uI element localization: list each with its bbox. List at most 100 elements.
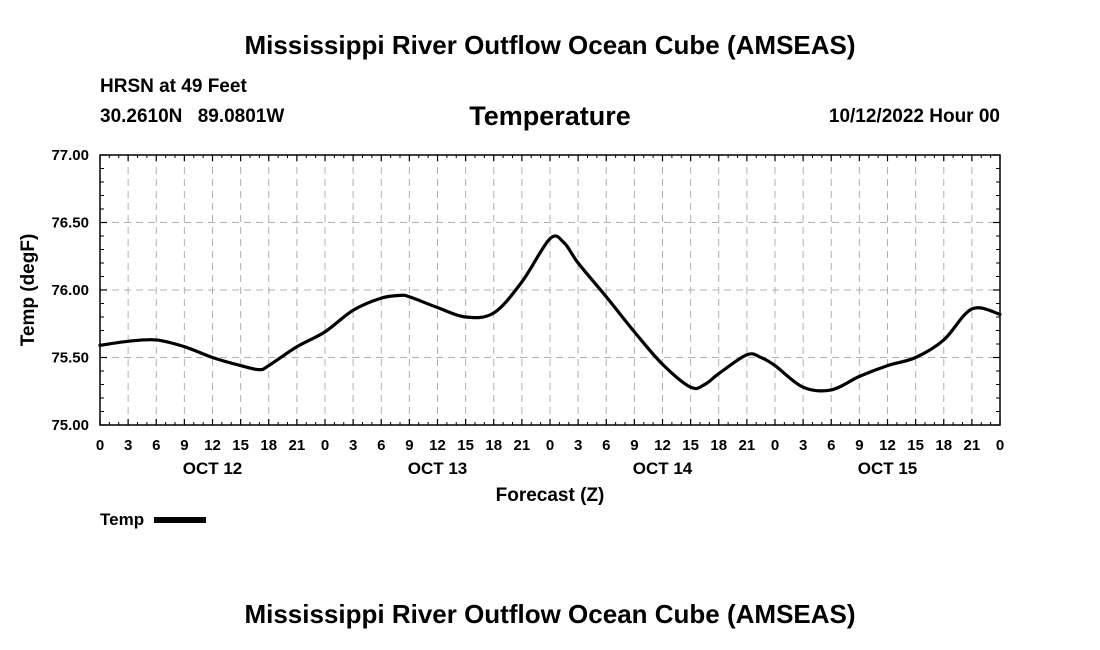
x-tick-label: 0 xyxy=(771,437,779,454)
temp-data-point xyxy=(155,338,158,342)
x-tick-label: 12 xyxy=(654,437,671,454)
y-tick-label: 75.50 xyxy=(51,350,89,367)
x-tick-label: 15 xyxy=(457,437,474,454)
temp-data-point xyxy=(295,345,299,348)
y-axis-label: Temp (degF) xyxy=(18,234,39,347)
temp-data-point xyxy=(745,353,749,356)
x-tick-label: 0 xyxy=(996,437,1004,454)
temp-data-point xyxy=(126,340,130,343)
x-tick-label: 0 xyxy=(321,437,329,454)
temp-data-point xyxy=(258,368,261,371)
x-tick-label: 12 xyxy=(429,437,446,454)
temp-data-point xyxy=(408,295,411,298)
temp-data-point xyxy=(380,296,383,300)
station-label: HRSN at 49 Feet xyxy=(100,76,247,97)
temp-data-point xyxy=(98,344,102,347)
temp-data-point xyxy=(689,386,692,389)
chart-subtitle: Temperature xyxy=(469,101,631,131)
x-tick-label: 9 xyxy=(180,437,188,454)
day-label: OCT 12 xyxy=(183,459,243,478)
x-tick-label: 18 xyxy=(260,437,277,454)
temp-data-point xyxy=(323,330,327,334)
x-tick-label: 6 xyxy=(152,437,160,454)
x-tick-label: 9 xyxy=(405,437,413,454)
x-tick-label: 15 xyxy=(232,437,249,454)
temp-data-point xyxy=(717,372,720,375)
temp-data-point xyxy=(492,311,495,315)
temp-data-point xyxy=(267,364,270,367)
grid-lines xyxy=(100,155,1000,425)
day-label: OCT 14 xyxy=(633,459,693,478)
x-tick-label: 3 xyxy=(799,437,807,454)
x-tick-label: 21 xyxy=(739,437,756,454)
y-tick-label: 76.00 xyxy=(51,282,89,299)
temp-data-point xyxy=(998,313,1002,316)
x-tick-label: 12 xyxy=(879,437,896,454)
temp-data-point xyxy=(886,364,889,367)
temp-data-point xyxy=(605,295,608,298)
x-tick-label: 3 xyxy=(349,437,357,454)
temp-data-point xyxy=(942,338,945,342)
y-tick-label: 77.00 xyxy=(51,147,89,164)
day-label: OCT 13 xyxy=(408,459,468,478)
temp-data-point xyxy=(773,364,777,367)
temp-data-point xyxy=(211,356,214,359)
temp-data-point xyxy=(970,307,974,311)
station-latitude: 30.2610N xyxy=(100,106,183,127)
temp-data-point xyxy=(548,237,552,240)
legend-label: Temp xyxy=(100,510,145,529)
station-longitude: 89.0801W xyxy=(197,106,285,127)
x-tick-label: 9 xyxy=(855,437,863,454)
x-tick-label: 0 xyxy=(96,437,104,454)
x-tick-label: 6 xyxy=(602,437,610,454)
x-tick-label: 3 xyxy=(124,437,132,454)
x-tick-label: 6 xyxy=(827,437,835,454)
temp-data-point xyxy=(633,330,636,334)
temp-data-point xyxy=(801,386,805,389)
temp-data-point xyxy=(398,294,402,297)
x-tick-label: 6 xyxy=(377,437,385,454)
x-tick-label: 18 xyxy=(485,437,502,454)
x-tick-label: 9 xyxy=(630,437,638,454)
x-tick-label: 3 xyxy=(574,437,582,454)
temp-data-point xyxy=(703,383,706,386)
forecast-time: 10/12/2022 Hour 00 xyxy=(828,106,1000,127)
temp-data-point xyxy=(183,345,186,348)
day-label: OCT 15 xyxy=(858,459,918,478)
x-tick-label: 21 xyxy=(964,437,981,454)
plot-frame xyxy=(99,154,1001,426)
x-tick-label: 15 xyxy=(907,437,924,454)
chart-footer-title: Mississippi River Outflow Ocean Cube (AM… xyxy=(244,599,856,629)
temp-data-point xyxy=(830,388,833,392)
temp-data-point xyxy=(576,261,580,265)
x-axis-day-labels: OCT 12 OCT 13 OCT 14 OCT 15 xyxy=(183,459,918,478)
temp-data-point xyxy=(661,363,664,366)
temp-data-point xyxy=(239,364,242,367)
y-tick-label: 75.00 xyxy=(51,417,89,434)
temp-data-point xyxy=(520,280,524,284)
x-tick-label: 18 xyxy=(710,437,727,454)
temp-data-point xyxy=(464,315,467,319)
temp-data-point xyxy=(351,309,355,312)
temp-data-point xyxy=(436,306,439,309)
temp-data-point xyxy=(759,356,763,359)
series-layer xyxy=(98,234,1002,393)
temp-data-point xyxy=(858,375,861,378)
x-tick-label: 21 xyxy=(514,437,531,454)
station-coordinates: 30.2610N 89.0801W xyxy=(100,106,284,128)
y-axis-tick-labels: 75.00 75.50 76.00 76.50 77.00 xyxy=(51,147,89,434)
legend-line-swatch xyxy=(154,517,207,523)
x-tick-label: 21 xyxy=(289,437,306,454)
x-axis-tick-labels: 0 3 6 9 12 15 18 21 0 3 6 9 12 15 18 21 0 3 6 9 12 15 18 21 0 3 6 9… xyxy=(96,437,1004,454)
legend: Temp xyxy=(100,510,207,530)
x-tick-label: 15 xyxy=(682,437,699,454)
x-tick-label: 0 xyxy=(546,437,554,454)
temp-data-point xyxy=(562,241,566,244)
x-tick-label: 12 xyxy=(204,437,221,454)
x-axis-label: Forecast (Z) xyxy=(496,485,605,506)
chart-main-title: Mississippi River Outflow Ocean Cube (AM… xyxy=(244,30,856,60)
x-tick-label: 18 xyxy=(935,437,952,454)
temp-data-point xyxy=(914,356,917,359)
y-tick-label: 76.50 xyxy=(51,215,89,232)
